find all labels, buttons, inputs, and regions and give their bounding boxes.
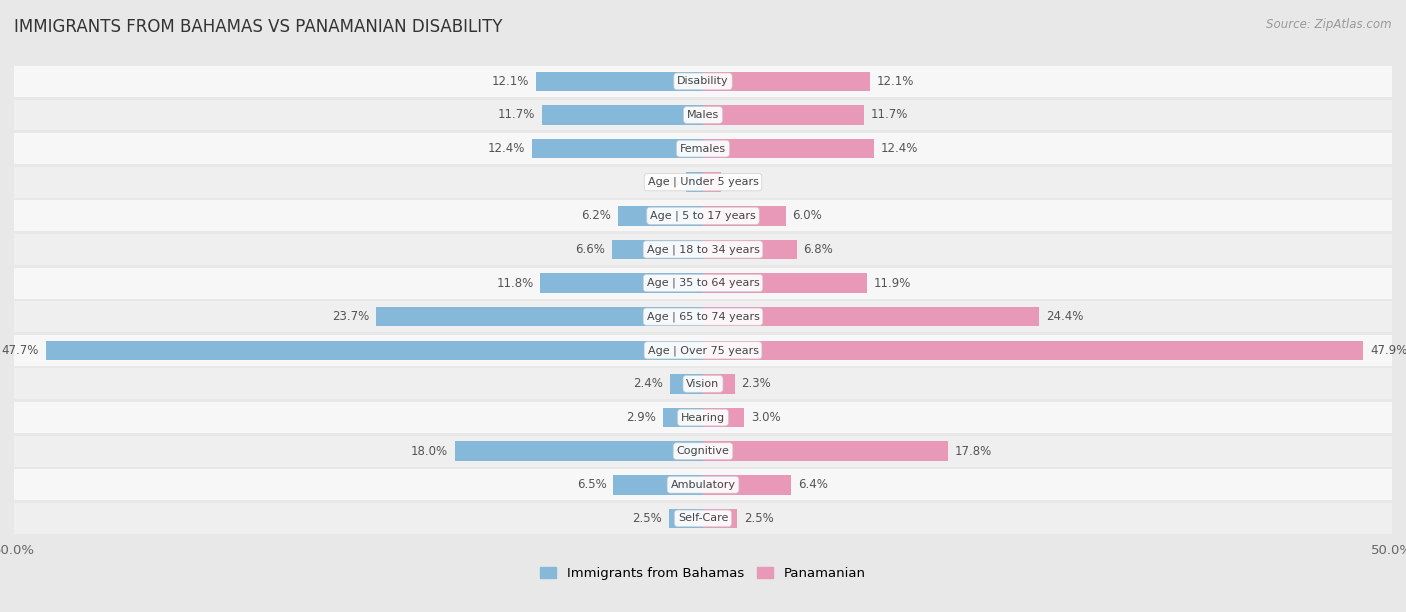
Bar [703, 139, 875, 159]
Text: 47.9%: 47.9% [1369, 344, 1406, 357]
Bar [703, 240, 797, 259]
Bar [612, 240, 703, 259]
Text: 3.0%: 3.0% [751, 411, 780, 424]
Text: 12.1%: 12.1% [492, 75, 530, 88]
Bar [703, 206, 786, 226]
Legend: Immigrants from Bahamas, Panamanian: Immigrants from Bahamas, Panamanian [540, 567, 866, 580]
Text: 2.5%: 2.5% [631, 512, 662, 525]
Bar [703, 475, 792, 494]
Text: Age | 18 to 34 years: Age | 18 to 34 years [647, 244, 759, 255]
Text: 2.5%: 2.5% [744, 512, 775, 525]
Bar [703, 307, 1039, 326]
Text: 12.4%: 12.4% [488, 142, 526, 155]
Text: 47.7%: 47.7% [1, 344, 39, 357]
Bar [703, 408, 744, 427]
Text: Age | Under 5 years: Age | Under 5 years [648, 177, 758, 187]
Bar [541, 105, 703, 125]
Bar [669, 509, 703, 528]
Bar [46, 340, 703, 360]
Text: 2.9%: 2.9% [626, 411, 657, 424]
Bar [14, 301, 1392, 332]
Bar [703, 105, 865, 125]
Text: Hearing: Hearing [681, 412, 725, 422]
Bar [456, 441, 703, 461]
Bar [686, 173, 703, 192]
Bar [14, 436, 1392, 466]
Bar [536, 72, 703, 91]
Bar [14, 469, 1392, 500]
Text: 12.4%: 12.4% [880, 142, 918, 155]
Text: Age | 65 to 74 years: Age | 65 to 74 years [647, 312, 759, 322]
Text: Females: Females [681, 144, 725, 154]
Text: 11.7%: 11.7% [498, 108, 534, 122]
Bar [617, 206, 703, 226]
Text: Vision: Vision [686, 379, 720, 389]
Bar [703, 340, 1362, 360]
Text: Age | 5 to 17 years: Age | 5 to 17 years [650, 211, 756, 221]
Text: 11.8%: 11.8% [496, 277, 533, 289]
Text: 17.8%: 17.8% [955, 445, 993, 458]
Bar [14, 100, 1392, 130]
Bar [14, 200, 1392, 231]
Bar [703, 72, 870, 91]
Text: 6.2%: 6.2% [581, 209, 610, 222]
Text: 18.0%: 18.0% [411, 445, 449, 458]
Text: 11.9%: 11.9% [875, 277, 911, 289]
Bar [703, 173, 721, 192]
Bar [669, 374, 703, 394]
Bar [14, 402, 1392, 433]
Text: 11.7%: 11.7% [872, 108, 908, 122]
Bar [14, 133, 1392, 164]
Bar [703, 509, 738, 528]
Bar [703, 441, 948, 461]
Bar [540, 274, 703, 293]
Text: Disability: Disability [678, 76, 728, 86]
Text: 6.4%: 6.4% [799, 478, 828, 491]
Text: 6.0%: 6.0% [793, 209, 823, 222]
Bar [703, 374, 735, 394]
Text: IMMIGRANTS FROM BAHAMAS VS PANAMANIAN DISABILITY: IMMIGRANTS FROM BAHAMAS VS PANAMANIAN DI… [14, 18, 502, 36]
Bar [14, 267, 1392, 299]
Text: Self-Care: Self-Care [678, 513, 728, 523]
Text: 23.7%: 23.7% [332, 310, 370, 323]
Bar [14, 166, 1392, 198]
Text: Age | Over 75 years: Age | Over 75 years [648, 345, 758, 356]
Text: 6.8%: 6.8% [804, 243, 834, 256]
Bar [664, 408, 703, 427]
Text: 24.4%: 24.4% [1046, 310, 1084, 323]
Bar [14, 335, 1392, 366]
Text: 2.4%: 2.4% [633, 378, 664, 390]
Text: Age | 35 to 64 years: Age | 35 to 64 years [647, 278, 759, 288]
Text: 2.3%: 2.3% [741, 378, 772, 390]
Text: Ambulatory: Ambulatory [671, 480, 735, 490]
Text: Males: Males [688, 110, 718, 120]
Bar [613, 475, 703, 494]
Text: 1.3%: 1.3% [728, 176, 758, 188]
Bar [703, 274, 868, 293]
Bar [377, 307, 703, 326]
Text: 6.5%: 6.5% [576, 478, 606, 491]
Text: 1.2%: 1.2% [650, 176, 679, 188]
Text: 6.6%: 6.6% [575, 243, 605, 256]
Bar [14, 503, 1392, 534]
Bar [531, 139, 703, 159]
Bar [14, 66, 1392, 97]
Text: Cognitive: Cognitive [676, 446, 730, 456]
Bar [14, 234, 1392, 265]
Bar [14, 368, 1392, 400]
Text: 12.1%: 12.1% [876, 75, 914, 88]
Text: Source: ZipAtlas.com: Source: ZipAtlas.com [1267, 18, 1392, 31]
